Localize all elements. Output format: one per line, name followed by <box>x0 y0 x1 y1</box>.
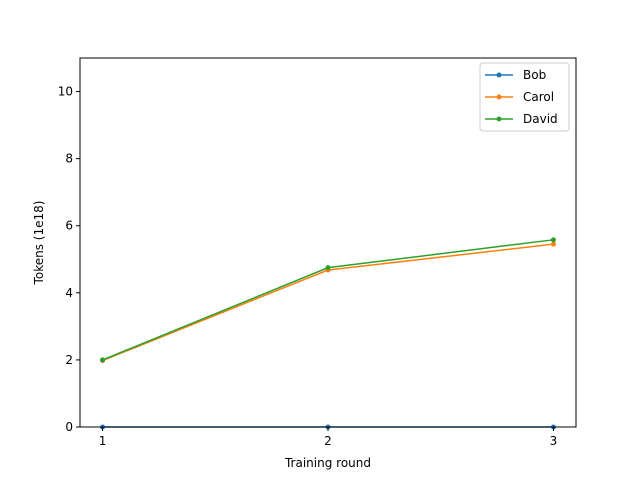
legend-label-bob: Bob <box>523 68 546 82</box>
y-tick-label: 8 <box>65 152 73 166</box>
y-tick-label: 0 <box>65 420 73 434</box>
data-point-david <box>325 265 331 271</box>
x-axis-label: Training round <box>284 456 371 470</box>
y-tick-label: 4 <box>65 286 73 300</box>
data-point-david <box>100 357 106 363</box>
y-tick-label: 2 <box>65 353 73 367</box>
legend-box <box>479 62 570 132</box>
x-axis: 1 2 3 <box>99 427 558 448</box>
legend: Bob Carol David <box>479 62 570 132</box>
legend-marker-david <box>496 116 502 122</box>
data-point-carol <box>550 241 556 247</box>
x-tick-label: 1 <box>99 434 107 448</box>
y-axis: 0 2 4 6 8 10 <box>58 85 80 434</box>
legend-marker-carol <box>496 94 502 100</box>
y-tick-label: 6 <box>65 219 73 233</box>
legend-label-david: David <box>523 112 558 126</box>
y-axis-label: Tokens (1e18) <box>32 201 46 286</box>
x-tick-label: 3 <box>550 434 558 448</box>
y-tick-label: 10 <box>58 85 73 99</box>
legend-label-carol: Carol <box>523 90 554 104</box>
legend-marker-bob <box>496 72 502 78</box>
x-tick-label: 2 <box>324 434 332 448</box>
data-point-david <box>550 237 556 243</box>
